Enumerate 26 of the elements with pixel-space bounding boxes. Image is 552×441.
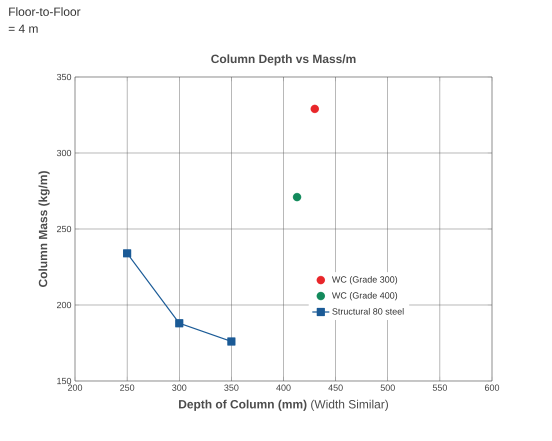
x-axis-title: Depth of Column (mm) (Width Similar) <box>179 400 388 411</box>
point <box>292 192 302 202</box>
y-axis-title: Column Mass (kg/m) <box>38 171 50 287</box>
x-tick-label: 500 <box>380 384 395 391</box>
point <box>227 337 236 346</box>
point <box>175 319 184 328</box>
chart-title: Column Depth vs Mass/m <box>211 54 356 66</box>
x-tick-label: 350 <box>224 384 239 391</box>
point <box>123 249 132 258</box>
y-tick-label: 200 <box>56 302 72 308</box>
x-tick-label: 300 <box>172 384 186 391</box>
x-tick-label: 250 <box>120 384 134 391</box>
x-tick-label: 450 <box>328 384 343 391</box>
x-tick-label: 400 <box>276 384 291 391</box>
y-tick-label: 300 <box>56 150 72 156</box>
y-tick-label: 150 <box>57 378 72 384</box>
y-tick-label: 350 <box>56 74 72 80</box>
x-tick-label: 550 <box>432 384 448 391</box>
y-tick-label: 250 <box>56 226 72 232</box>
x-tick-label: 200 <box>68 384 82 391</box>
legend-label: Structural 80 steel <box>332 308 404 315</box>
x-tick-label: 600 <box>484 384 500 391</box>
legend-label: WC (Grade 400) <box>332 292 398 300</box>
point <box>310 104 319 114</box>
legend-label: WC (Grade 300) <box>332 276 398 284</box>
text: Floor-to-Floor = 4 m <box>8 7 80 33</box>
